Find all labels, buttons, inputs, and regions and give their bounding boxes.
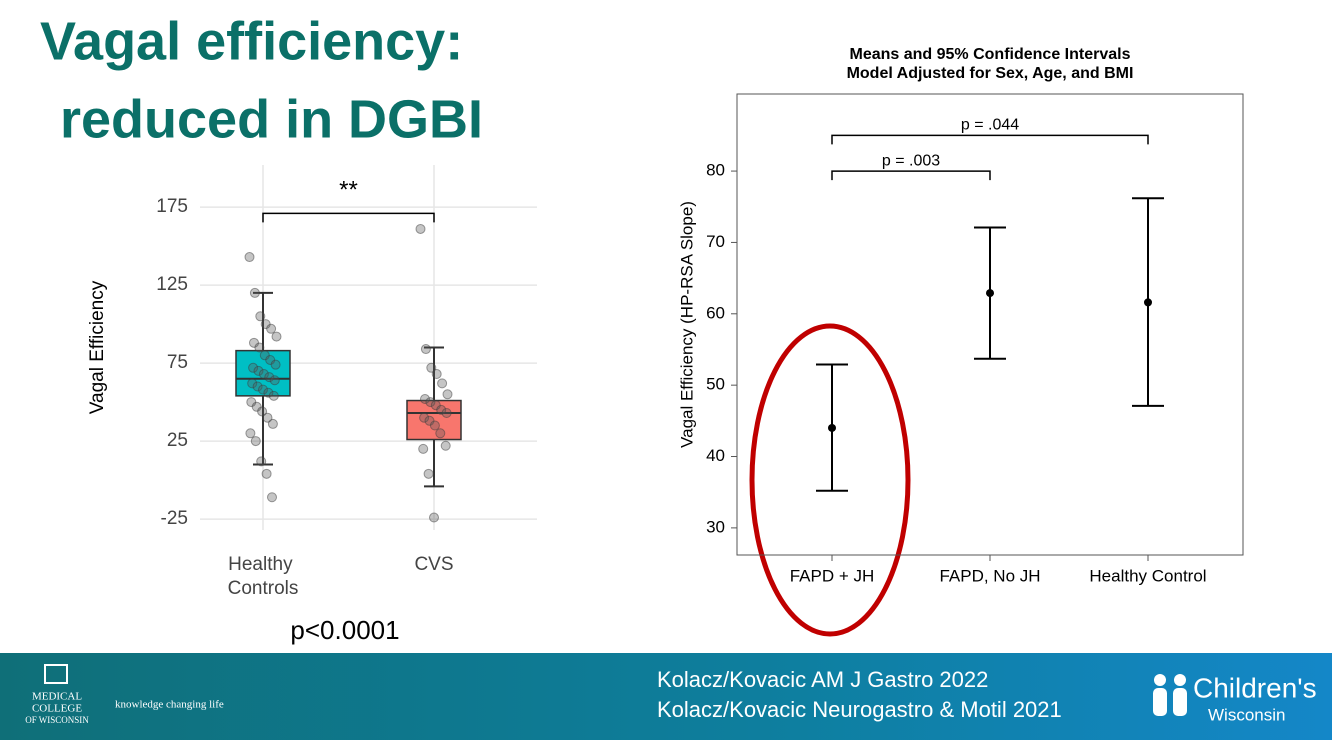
logo-text: MEDICAL <box>32 691 82 703</box>
y-tick-label: 60 <box>706 303 725 322</box>
y-tick-label: 70 <box>706 232 725 251</box>
x-tick-label: Healthy Control <box>1089 566 1206 585</box>
logo-text: COLLEGE <box>32 703 82 715</box>
x-tick-label: FAPD + JH <box>790 566 875 585</box>
y-axis-label: Vagal Efficiency <box>87 280 108 414</box>
logo-text: OF WISCONSIN <box>25 715 89 725</box>
y-tick-label: 75 <box>167 352 188 373</box>
data-point <box>271 331 282 342</box>
data-point <box>247 378 258 389</box>
data-point <box>256 456 267 467</box>
data-point <box>423 468 434 479</box>
significance-label: p = .044 <box>961 117 1019 134</box>
data-point <box>244 252 255 263</box>
data-point <box>264 372 275 383</box>
y-tick-label: 30 <box>706 517 725 536</box>
y-axis-label: Vagal Efficiency (HP-RSA Slope) <box>677 201 696 448</box>
data-point <box>258 384 268 395</box>
data-point <box>426 362 437 373</box>
data-point <box>249 287 260 298</box>
slide-title: reduced in DGBI <box>60 89 483 149</box>
data-point <box>442 389 453 400</box>
children-icon <box>1153 674 1187 716</box>
y-tick-label: 80 <box>706 161 725 180</box>
data-point <box>268 390 279 401</box>
data-point <box>436 404 447 415</box>
data-point <box>261 468 272 479</box>
x-tick-label: Healthy Controls <box>228 554 299 599</box>
data-point <box>255 311 266 322</box>
data-point <box>431 369 442 380</box>
data-point <box>263 387 274 398</box>
mean-point <box>1144 298 1152 307</box>
data-point <box>253 365 264 376</box>
data-point <box>257 406 268 417</box>
data-point <box>262 412 273 423</box>
chart-title: Means and 95% Confidence Intervals <box>850 46 1131 63</box>
box <box>235 349 291 397</box>
data-point <box>429 512 439 523</box>
y-tick-label: -25 <box>161 508 188 529</box>
data-point <box>420 393 430 404</box>
significance-bracket <box>831 170 991 181</box>
data-point <box>269 375 280 386</box>
data-point <box>267 418 278 429</box>
data-point <box>266 323 277 334</box>
reference: Kolacz/Kovacic Neurogastro & Motil 2021 <box>657 697 1062 722</box>
logo-text: Wisconsin <box>1208 705 1285 724</box>
y-tick-label: 175 <box>156 196 188 217</box>
x-tick-label: FAPD, No JH <box>939 566 1040 585</box>
significance-label: ** <box>339 177 358 204</box>
data-point <box>258 369 269 380</box>
data-point <box>245 428 256 439</box>
highlight-ellipse <box>749 323 911 637</box>
data-point <box>429 420 440 431</box>
significance-bracket <box>262 212 435 223</box>
tagline: knowledge changing life <box>115 699 224 711</box>
significance-label: p = .003 <box>882 152 940 169</box>
data-point <box>419 412 430 423</box>
data-point <box>440 440 451 451</box>
data-point <box>252 381 263 392</box>
logo-icon <box>44 664 68 684</box>
data-point <box>248 362 259 373</box>
data-point <box>420 344 431 355</box>
logo-text: Children's <box>1193 672 1317 703</box>
data-point <box>267 492 277 503</box>
data-point <box>441 408 452 419</box>
p-value-note: p<0.0001 <box>290 615 399 645</box>
mean-point <box>828 423 836 432</box>
mean-point <box>986 289 994 298</box>
data-point <box>418 443 429 454</box>
y-tick-label: 40 <box>706 446 725 465</box>
data-point <box>425 397 436 408</box>
data-point <box>270 359 281 370</box>
y-tick-label: 125 <box>156 274 188 295</box>
data-point <box>435 428 446 439</box>
y-tick-label: 25 <box>167 430 188 451</box>
data-point <box>254 342 265 353</box>
reference: Kolacz/Kovacic AM J Gastro 2022 <box>657 667 988 692</box>
slide-title: Vagal efficiency: <box>40 11 463 71</box>
x-tick-label: CVS <box>414 554 453 575</box>
data-point <box>415 223 426 234</box>
data-point <box>437 378 448 389</box>
chart-title: Model Adjusted for Sex, Age, and BMI <box>847 65 1134 82</box>
significance-bracket <box>831 134 1149 145</box>
footer-band <box>0 653 1332 740</box>
y-tick-label: 50 <box>706 375 725 394</box>
data-point <box>250 436 261 447</box>
